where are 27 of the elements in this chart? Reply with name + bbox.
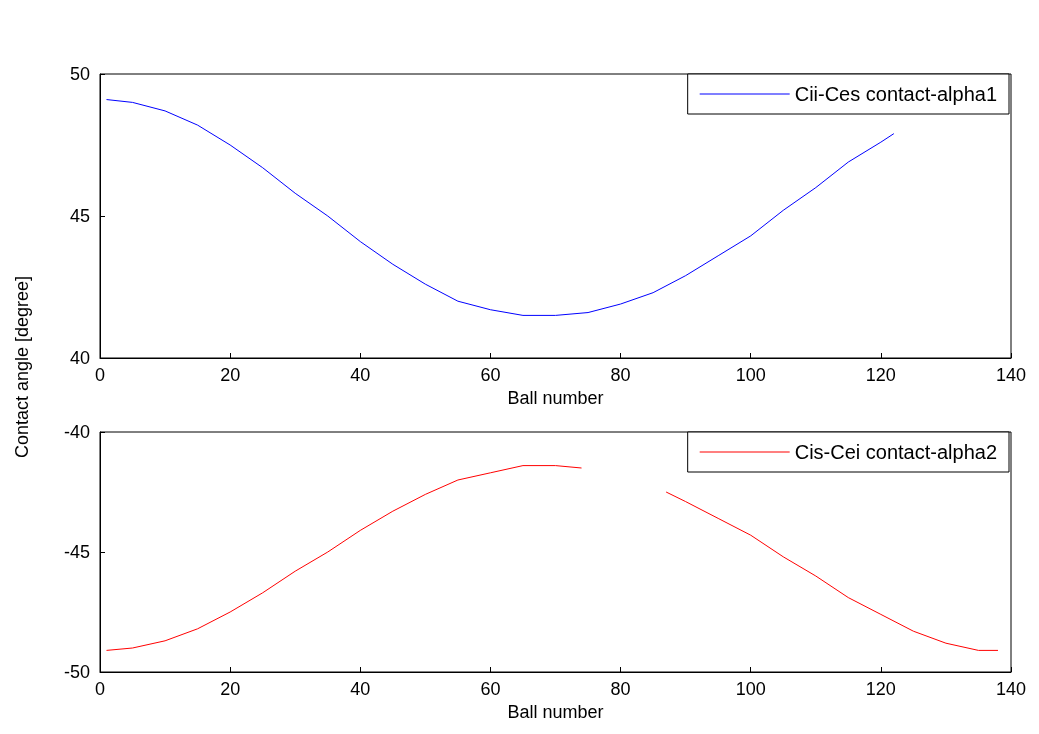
x-tick-label: 20 [220, 679, 241, 699]
x-tick-label: 140 [995, 365, 1027, 385]
x-tick-label: 120 [865, 365, 896, 385]
y-tick-label: 45 [69, 206, 90, 226]
y-axis-title: Contact angle [degree] [11, 275, 33, 459]
x-tick-label: 80 [610, 365, 631, 385]
y-tick-label: -45 [63, 542, 90, 562]
x-tick-label: 20 [220, 365, 241, 385]
x-axis-title: Ball number [507, 387, 604, 408]
legend-label: Cii-Ces contact-alpha1 [794, 83, 998, 105]
x-tick-label: 140 [995, 679, 1027, 699]
y-tick-label: -50 [63, 662, 90, 682]
legend-label: Cis-Cei contact-alpha2 [794, 441, 998, 463]
x-axis-title: Ball number [507, 701, 604, 722]
x-tick-label: 100 [735, 365, 766, 385]
x-tick-label: 0 [94, 365, 106, 385]
x-tick-label: 120 [865, 679, 896, 699]
x-tick-label: 0 [94, 679, 106, 699]
x-tick-label: 80 [610, 679, 631, 699]
x-tick-label: 60 [480, 679, 501, 699]
x-tick-label: 100 [735, 679, 766, 699]
x-tick-label: 60 [480, 365, 501, 385]
x-tick-label: 40 [350, 365, 371, 385]
y-tick-label: -40 [63, 422, 90, 442]
y-tick-label: 40 [69, 348, 90, 368]
x-tick-label: 40 [350, 679, 371, 699]
y-tick-label: 50 [69, 64, 90, 84]
